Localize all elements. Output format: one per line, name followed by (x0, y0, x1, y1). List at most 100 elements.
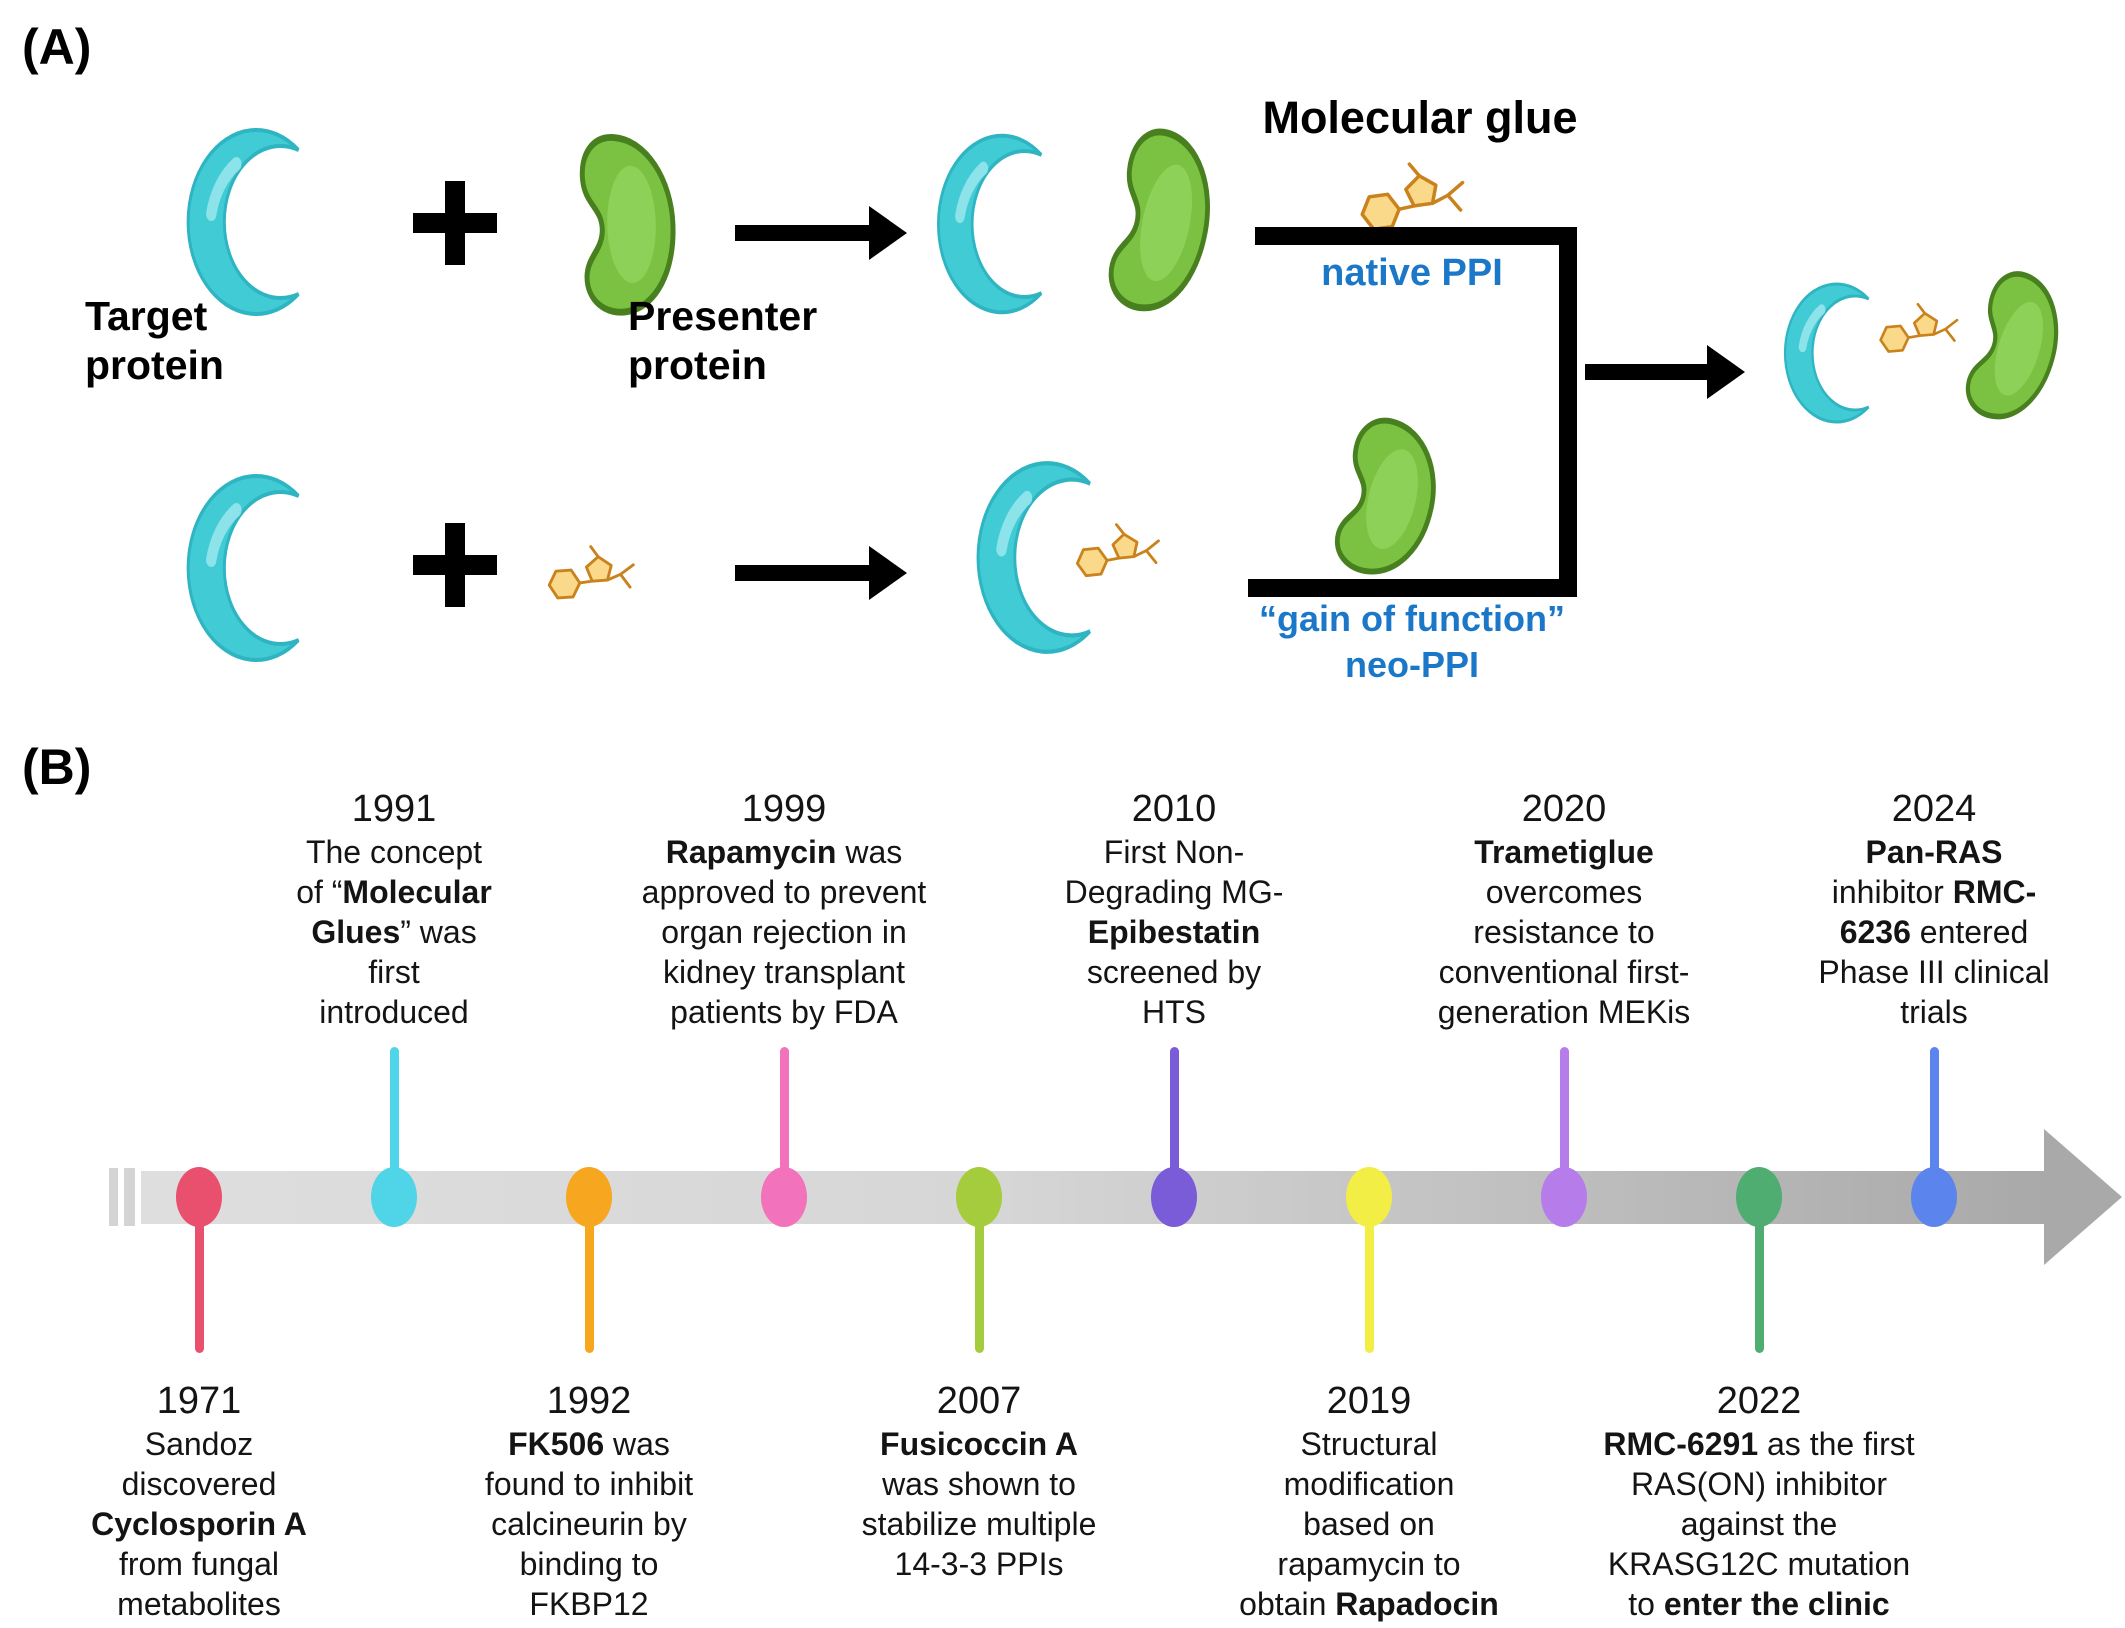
timeline-event-text-line: Sandoz (144, 1426, 254, 1462)
neo-ppi-label: “gain of function” neo-PPI (1259, 598, 1565, 685)
timeline-event-text-line: conventional first- (1438, 954, 1690, 990)
timeline-event-dot (1541, 1167, 1587, 1227)
timeline-event-label: 2020 Trametiglue overcomes resistance to con… (1384, 786, 1744, 1032)
timeline-event-year: 2024 (1891, 788, 1977, 830)
timeline-event-text-line: obtain Rapadocin (1239, 1586, 1499, 1622)
molecular-glue-molecule-icon (1072, 519, 1163, 578)
timeline-event-stem (585, 1197, 594, 1353)
timeline-event-label: 1991 The concept of “Molecular Glues” was fi… (234, 786, 554, 1032)
target-protein-icon (942, 128, 1080, 320)
timeline-event-year: 1999 (741, 788, 827, 830)
bracket-vertical-line (1559, 227, 1577, 597)
timeline-event-text-line: modification (1283, 1466, 1455, 1502)
target-protein-label: Target protein (85, 293, 224, 388)
timeline-event-text-line: Fusicoccin A (880, 1426, 1078, 1462)
timeline-event-stem (1560, 1047, 1569, 1197)
timeline-event-text-line: 14-3-3 PPIs (894, 1546, 1064, 1582)
timeline-event-year: 2010 (1131, 788, 1217, 830)
presenter-protein-icon (1070, 114, 1231, 327)
timeline-event-text-line: Pan-RAS (1865, 834, 2003, 870)
plus-icon (413, 181, 497, 265)
timeline-event-dot (761, 1167, 807, 1227)
timeline-event-label: 2022 RMC-6291 as the first RAS(ON) inhibit… (1524, 1378, 1994, 1624)
timeline-event-text-line: screened by (1086, 954, 1262, 990)
timeline-event-label: 2007 Fusicoccin A was shown to stabilize mu… (809, 1378, 1149, 1584)
timeline-event-text-line: overcomes (1485, 874, 1643, 910)
timeline-event-text-line: 6236 entered (1839, 914, 2029, 950)
timeline-event-text-line: KRASG12C mutation (1607, 1546, 1911, 1582)
timeline-event-text-line: calcineurin by (491, 1506, 687, 1542)
timeline-event-text-line: generation MEKis (1437, 994, 1691, 1030)
timeline-event-dot (956, 1167, 1002, 1227)
timeline-event-dot (566, 1167, 612, 1227)
timeline-event-text-line: resistance to (1473, 914, 1655, 950)
timeline-event-text-line: HTS (1142, 994, 1206, 1030)
timeline-event-label: 1971 Sandoz discovered Cyclosporin A from fu… (54, 1378, 344, 1624)
timeline-event-text-line: Phase III clinical (1818, 954, 2050, 990)
panel-b-label: (B) (22, 739, 92, 795)
timeline-event-text-line: approved to prevent (641, 874, 927, 910)
timeline-event-text-line: of “Molecular (296, 874, 492, 910)
timeline-event-text-line: RAS(ON) inhibitor (1630, 1466, 1888, 1502)
timeline-event-text-line: against the (1680, 1506, 1838, 1542)
native-ppi-label: native PPI (1321, 252, 1503, 294)
timeline-event-year: 2022 (1716, 1380, 1802, 1422)
presenter-protein-icon (1297, 403, 1457, 591)
timeline-event-stem (390, 1047, 399, 1197)
timeline-event-dot (1911, 1167, 1957, 1227)
timeline-event-text-line: introduced (319, 994, 469, 1030)
timeline-event-dot (176, 1167, 222, 1227)
timeline-event-dot (1151, 1167, 1197, 1227)
presenter-protein-icon (1930, 254, 2081, 437)
timeline-event-text-line: FK506 was (508, 1426, 670, 1462)
neo-ppi-branch-line (1248, 579, 1577, 597)
timeline-event-text-line: inhibitor RMC- (1831, 874, 2037, 910)
timeline-event-label: 2010 First Non- Degrading MG- Epibestatin sc… (1014, 786, 1334, 1032)
timeline-event-year: 2020 (1521, 788, 1607, 830)
molecular-glue-title: Molecular glue (1262, 92, 1578, 143)
timeline-event-text-line: rapamycin to (1277, 1546, 1461, 1582)
timeline-event-stem (780, 1047, 789, 1197)
timeline-event-stem (1365, 1197, 1374, 1353)
timeline-event-text-line: based on (1303, 1506, 1435, 1542)
presenter-protein-label: Presenter protein (628, 293, 818, 388)
timeline-event-label: 1992 FK506 was found to inhibit calcineurin… (434, 1378, 744, 1624)
timeline-event-text-line: The concept (305, 834, 483, 870)
timeline-event-text-line: Epibestatin (1087, 914, 1261, 950)
timeline-event-text-line: first (368, 954, 420, 990)
timeline-event-text-line: from fungal (118, 1546, 280, 1582)
timeline-event-text-line: trials (1900, 994, 1968, 1030)
timeline-event-stem (195, 1197, 204, 1353)
timeline-event-text-line: found to inhibit (484, 1466, 694, 1502)
timeline-break-mark (124, 1168, 135, 1226)
timeline-break-mark (109, 1168, 118, 1226)
timeline-event-label: 2019 Structural modification based on rapamy… (1214, 1378, 1524, 1624)
timeline-event-dot (1346, 1167, 1392, 1227)
timeline-event-year: 2019 (1326, 1380, 1412, 1422)
timeline-event-stem (1170, 1047, 1179, 1197)
panel-a-label: (A) (22, 19, 92, 75)
timeline-event-text-line: Rapamycin was (665, 834, 903, 870)
timeline-event-text-line: Cyclosporin A (91, 1506, 307, 1542)
timeline-event-text-line: Trametiglue (1474, 834, 1654, 870)
timeline-event-text-line: to enter the clinic (1628, 1586, 1890, 1622)
timeline-event-text-line: RMC-6291 as the first (1603, 1426, 1915, 1462)
timeline-event-text-line: FKBP12 (529, 1586, 649, 1622)
timeline-event-text-line: Glues” was (311, 914, 477, 950)
molecular-glue-molecule-icon (545, 542, 637, 600)
timeline-event-text-line: stabilize multiple (861, 1506, 1097, 1542)
timeline-event-label: 2024 Pan-RAS inhibitor RMC- 6236 entered Pha… (1769, 786, 2099, 1032)
timeline-event-stem (1755, 1197, 1764, 1353)
timeline-event-stem (1930, 1047, 1939, 1197)
timeline-event-text-line: organ rejection in (661, 914, 907, 950)
timeline-event-text-line: Degrading MG- (1064, 874, 1284, 910)
timeline-band (141, 1171, 2046, 1224)
timeline-event-year: 1992 (546, 1380, 632, 1422)
timeline-event-text-line: patients by FDA (670, 994, 898, 1030)
plus-icon (413, 523, 497, 607)
timeline-event-dot (1736, 1167, 1782, 1227)
timeline-event-label: 1999 Rapamycin was approved to prevent orga… (604, 786, 964, 1032)
timeline-event-year: 2007 (936, 1380, 1022, 1422)
timeline-event-dot (371, 1167, 417, 1227)
